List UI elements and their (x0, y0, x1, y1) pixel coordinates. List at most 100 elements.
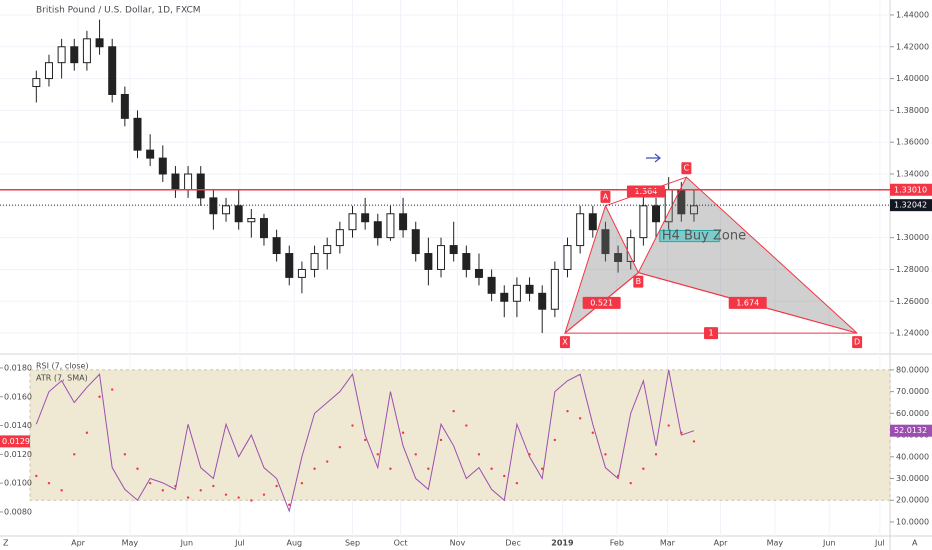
ratio-tag (728, 296, 767, 309)
candle-body (32, 78, 41, 88)
x-tick-label: Dec (505, 539, 520, 548)
candle-body (335, 229, 344, 247)
candle-body (297, 268, 306, 278)
rsi-band (29, 369, 891, 501)
atr-tag-label: 0.0129 (2, 437, 30, 446)
atr-dot (667, 424, 670, 427)
candle-body (259, 218, 268, 239)
rsi-line (35, 369, 695, 513)
atr-dot (338, 445, 342, 449)
y2-tick-label: 60.0000 (896, 409, 929, 418)
x-tick-label: Sep (345, 539, 360, 548)
y-tick-label: 1.38000 (896, 106, 929, 115)
candle-body (95, 38, 104, 48)
point-tag (852, 336, 863, 349)
atr-dot (642, 467, 645, 470)
atr-dot (85, 431, 89, 434)
atr-dot (553, 438, 557, 442)
atr-dot (528, 453, 531, 456)
atr-dot (148, 481, 152, 485)
point-tag (559, 336, 570, 349)
y-tick-label: 1.26000 (896, 297, 929, 306)
x-tick-label: Aug (287, 539, 303, 548)
x-tick-label: Nov (450, 539, 466, 548)
candle-body (70, 46, 79, 64)
atr-dot (47, 481, 51, 485)
point-tag (600, 190, 611, 203)
candle-body (550, 268, 559, 310)
atr-dot (186, 496, 190, 499)
y-tick-label: 1.36000 (896, 138, 929, 147)
candle-body (538, 292, 547, 310)
y2-tick-label: 40.0000 (896, 452, 929, 461)
candle-body (120, 93, 129, 119)
atr-dot (616, 474, 620, 478)
atr-dot (275, 484, 278, 488)
y-tick-label: 1.40000 (896, 74, 929, 83)
atr-tag (0, 435, 30, 448)
ratio-tag (704, 327, 719, 340)
ratio-tag (626, 185, 665, 198)
y-tick-label: 1.34000 (896, 170, 929, 179)
y-tick-label: 1.28000 (896, 265, 929, 274)
atr-dot (224, 493, 228, 496)
x-tick-label: Jun (180, 539, 194, 548)
candle-body (576, 213, 585, 247)
ratio-label: 0.521 (590, 298, 613, 307)
atr-dot (414, 453, 417, 456)
candle-body (133, 117, 142, 151)
atr-dot (250, 499, 253, 502)
atr-dot (389, 467, 392, 470)
price-tag-label: 1.32042 (894, 201, 927, 210)
atr-tick-label: 0.0080 (4, 507, 32, 516)
atr-dot (427, 467, 430, 470)
y2-tick-label: 10.0000 (896, 517, 929, 526)
candle-body (348, 213, 357, 231)
corner-right: A (912, 539, 918, 548)
atr-dot (578, 417, 582, 420)
candle-body (209, 197, 218, 215)
y-tick-label: 1.42000 (896, 42, 929, 51)
candle-body (411, 229, 420, 255)
candle-body (310, 253, 319, 270)
atr-tick-label: 0.0100 (4, 479, 32, 488)
price-tag (890, 199, 932, 212)
candle-body (234, 205, 243, 223)
candle-body (272, 237, 281, 255)
atr-dot (351, 424, 354, 427)
candle-body (57, 46, 66, 64)
atr-dot (174, 484, 177, 488)
atr-dot (465, 424, 468, 427)
atr-dot (654, 453, 658, 456)
x-tick-label: Apr (714, 539, 729, 548)
arrow (646, 153, 661, 163)
ratio-tag (582, 296, 621, 309)
candle-body (601, 229, 610, 255)
candle-body (487, 276, 496, 294)
atr-dot (123, 453, 127, 456)
price-tag (890, 183, 932, 196)
atr-dot (161, 489, 164, 492)
atr-dot (566, 409, 569, 413)
atr-dot (515, 481, 519, 485)
atr-tick-label: 0.0180 (4, 363, 32, 372)
atr-dot (591, 431, 594, 434)
ratio-label: 1.364 (634, 187, 657, 196)
candle-body (500, 292, 509, 302)
atr-dot (401, 431, 405, 434)
candle-body (474, 268, 483, 278)
x-tick-label: Apr (71, 539, 86, 548)
atr-dot (73, 453, 76, 456)
candle-body (222, 205, 231, 215)
atr-dot (199, 489, 202, 492)
candle-body (196, 173, 205, 199)
atr-dot (313, 467, 316, 470)
chart-title: British Pound / U.S. Dollar, 1D, FXCM (36, 6, 201, 16)
x-tick-label: Feb (610, 539, 624, 548)
atr-tick-label: 0.0140 (4, 421, 32, 430)
candle-body (437, 245, 446, 270)
atr-dot (452, 409, 455, 413)
atr-dot (300, 481, 304, 485)
atr-dot (477, 453, 481, 456)
